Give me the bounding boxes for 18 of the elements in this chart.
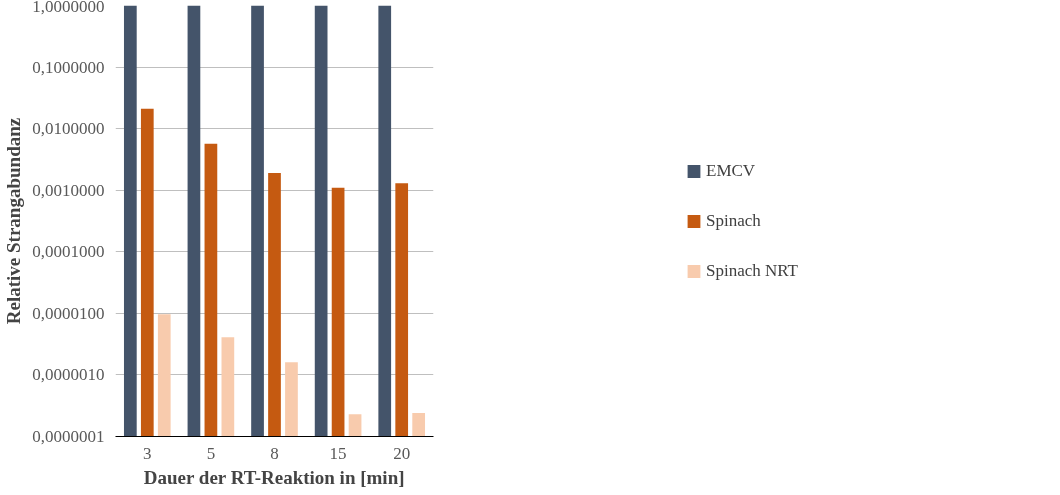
legend-label: Spinach <box>706 210 761 231</box>
legend-label: Spinach NRT <box>706 260 798 281</box>
x-axis-title: Dauer der RT-Reaktion in [min] <box>143 466 405 488</box>
y-axis-title: Relative Strangabundanz <box>3 117 25 325</box>
y-tick-label: 0,1000000 <box>32 57 105 77</box>
x-tick-label: 5 <box>206 443 216 463</box>
y-tick-label: 0,0001000 <box>32 242 105 262</box>
legend-label: EMCV <box>706 160 756 181</box>
y-tick-label: 0,0010000 <box>32 180 105 200</box>
x-tick-label: 15 <box>329 443 347 463</box>
x-tick-label: 20 <box>393 443 411 463</box>
x-tick-label: 8 <box>270 443 279 463</box>
x-tick-label: 3 <box>143 443 152 463</box>
y-tick-label: 1,0000000 <box>32 0 105 16</box>
y-tick-label: 0,0100000 <box>32 119 105 139</box>
y-tick-label: 0,0000010 <box>32 365 105 385</box>
y-tick-label: 0,0000100 <box>32 303 105 323</box>
y-tick-label: 0,0000001 <box>32 427 105 446</box>
